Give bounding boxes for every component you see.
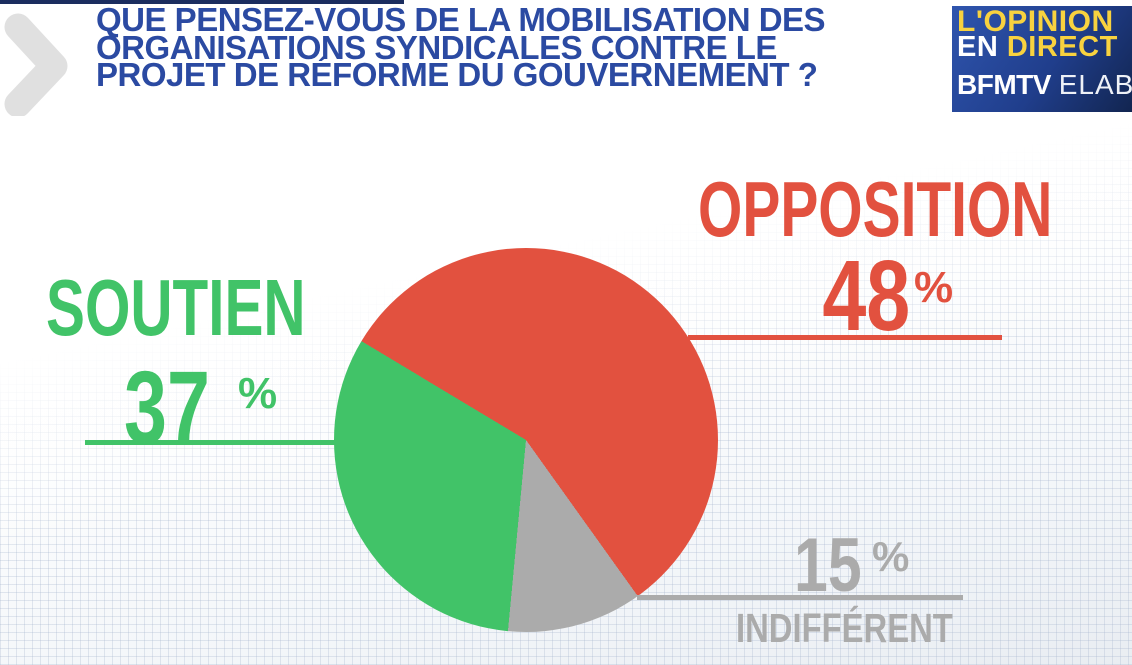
- top-edge-bar: [0, 0, 404, 4]
- chevron-right-icon: [4, 13, 68, 116]
- logo-word-bfmtv: BFMTV: [957, 69, 1051, 100]
- value-opposition: 48: [822, 240, 910, 352]
- logo-word-elabe: ELABE: [1058, 69, 1132, 100]
- label-indifferent: INDIFFÉRENT: [736, 605, 953, 651]
- poll-question-line-2: ORGANISATIONS SYNDICALES CONTRE LE: [96, 28, 777, 66]
- leader-line-opposition: [688, 335, 1002, 340]
- poll-question-line-3: PROJET DE RÉFORME DU GOUVERNEMENT ?: [96, 56, 818, 93]
- pie-chart: [334, 248, 718, 632]
- logo-line-bfmtv-elabe: BFMTV ELABE: [957, 69, 1132, 100]
- label-soutien: SOUTIEN: [46, 263, 306, 352]
- poll-question-line-1: QUE PENSEZ-VOUS DE LA MOBILISATION DES: [96, 1, 826, 38]
- logo-word-direct: DIRECT: [1006, 31, 1118, 63]
- label-opposition: OPPOSITION: [697, 165, 1052, 253]
- poll-question: QUE PENSEZ-VOUS DE LA MOBILISATION DES O…: [96, 1, 826, 93]
- logo-lopinion-en-direct: L'OPINION EN DIRECT BFMTV ELABE: [948, 2, 1132, 116]
- percent-sign-indifferent: %: [872, 533, 910, 580]
- logo-line-opinion: L'OPINION: [957, 5, 1114, 38]
- leader-line-indifferent: [637, 595, 963, 600]
- value-indifferent: 15: [794, 523, 862, 608]
- logo-line-en-direct: EN DIRECT: [957, 33, 1132, 62]
- leader-line-soutien: [85, 440, 338, 445]
- logo-word-en: EN: [957, 31, 999, 63]
- percent-sign-soutien: %: [238, 369, 278, 418]
- percent-sign-opposition: %: [914, 263, 954, 312]
- value-soutien: 37: [124, 350, 210, 465]
